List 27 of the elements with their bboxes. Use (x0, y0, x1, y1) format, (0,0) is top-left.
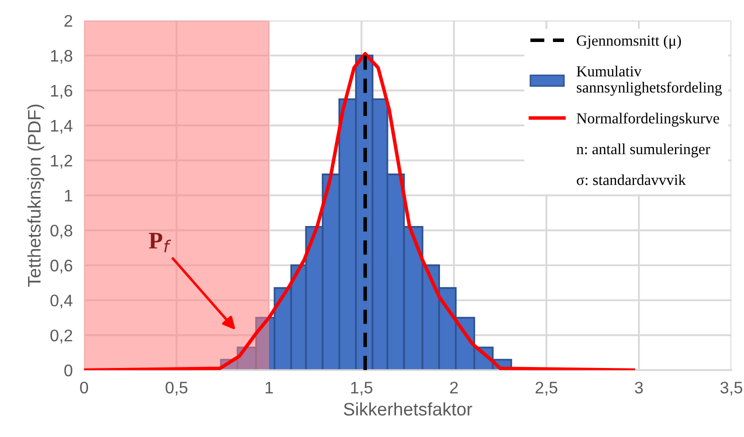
x-tick-label: 0 (80, 382, 88, 394)
legend-label: Normalfordelingskurve (576, 112, 720, 127)
x-tick-label: 1 (266, 382, 273, 394)
y-tick-label: 0,4 (50, 294, 72, 308)
legend-label: Kumulativ sannsynlighetsfordeling (576, 66, 722, 96)
x-tick-label: 3,5 (720, 382, 742, 396)
y-tick-label: 2 (64, 14, 72, 27)
x-tick-label: 1,5 (351, 382, 372, 396)
x-axis-title: Sikkerhetsfaktor (344, 402, 472, 416)
annotation: n: antall sumuleringer (576, 144, 710, 158)
y-tick-label: 0,6 (50, 260, 72, 274)
x-tick-label: 2 (450, 382, 458, 394)
y-axis-title: Tetthetsfuknsjon (PDF) (27, 104, 44, 287)
legend-label: Gjennomsnitt (μ) (576, 35, 681, 49)
x-tick-label: 0,5 (166, 382, 188, 396)
y-tick-label: 0,2 (50, 330, 72, 344)
annotation: σ: standardavvvik (576, 174, 686, 186)
annotation: P$_{f}$ (148, 232, 172, 252)
x-tick-label: 3 (634, 382, 643, 394)
y-tick-label: 1,8 (51, 50, 72, 64)
y-tick-label: 1,6 (51, 84, 72, 99)
y-tick-label: 1,4 (51, 120, 72, 134)
x-tick-label: 2,5 (536, 382, 558, 396)
y-tick-label: 0,8 (50, 224, 72, 238)
y-tick-label: 1 (64, 190, 72, 202)
y-tick-label: 1,2 (51, 154, 72, 169)
y-tick-label: 0 (64, 364, 72, 376)
